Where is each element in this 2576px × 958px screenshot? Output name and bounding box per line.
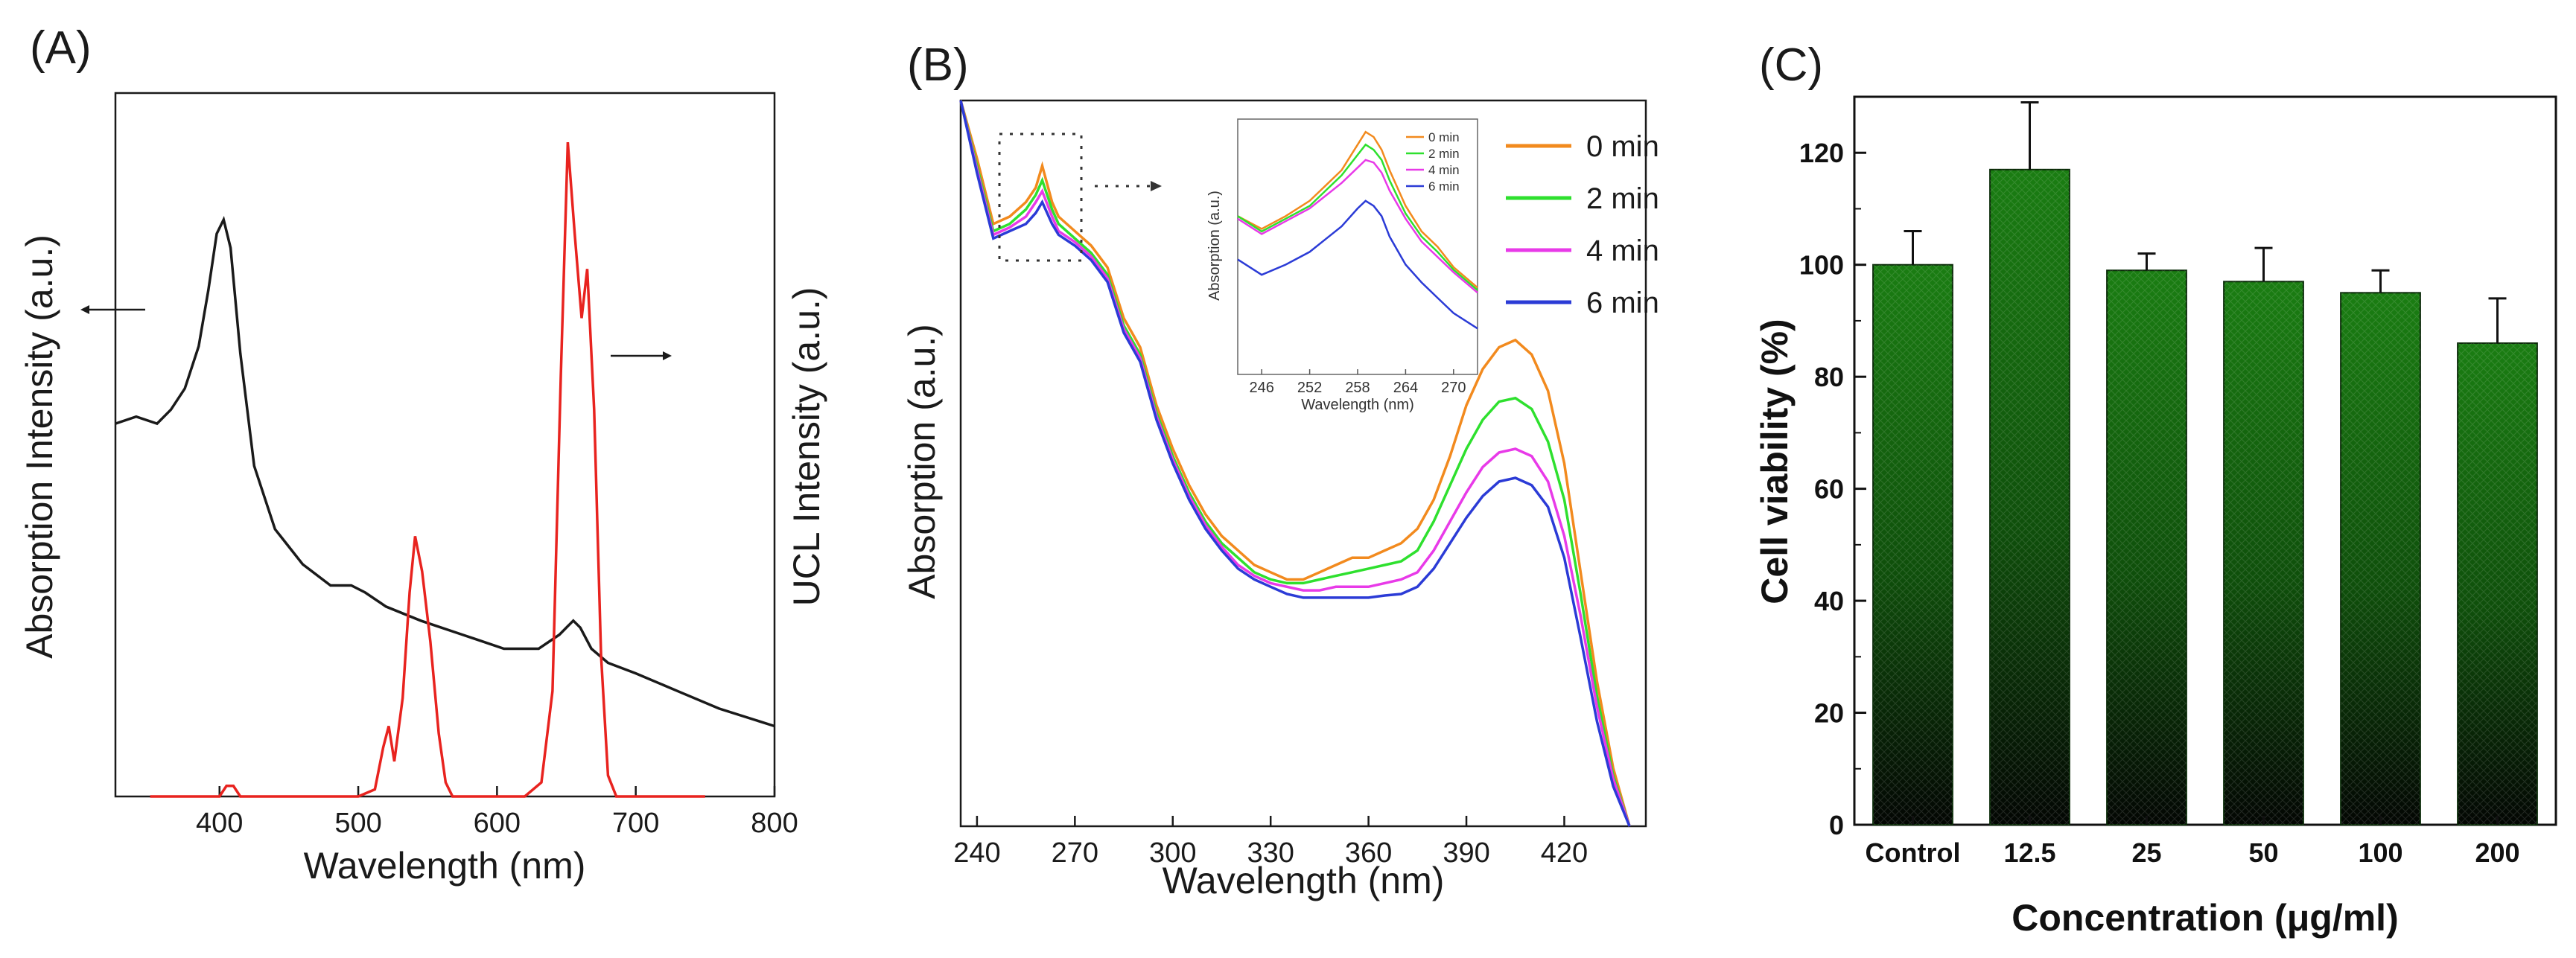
panel-c-y-tick-label: 80: [1814, 362, 1844, 392]
panel-a-plot-frame: [114, 92, 776, 798]
panel-b-x-tick-label: 270: [1052, 837, 1098, 869]
bar-hatch: [2107, 270, 2187, 825]
panel-a-y-axis-title-right: UCL Intensity (a.u.): [786, 287, 827, 607]
panel-b-line-0-min: [959, 100, 1631, 827]
inset-line-2-min: [1237, 143, 1478, 291]
panel-a-x-tick-label: 400: [196, 808, 243, 839]
panel-b-line-4-min: [959, 100, 1631, 827]
panel-a-absorption-line: [115, 216, 775, 728]
inset-x-tick-label: 258: [1345, 380, 1370, 396]
panel-c-x-tick-label: 50: [2248, 837, 2278, 868]
panel-b-x-tick-label: 240: [953, 837, 1000, 869]
panel-b-x-tick-label: 420: [1541, 837, 1588, 869]
panel-c-y-tick-label: 120: [1799, 138, 1844, 168]
panel-b-x-tick-label: 360: [1345, 837, 1392, 869]
bar-hatch: [2224, 281, 2303, 825]
panel-a-x-tick-label: 800: [751, 808, 798, 839]
inset-line-6-min: [1237, 199, 1478, 330]
inset-x-tick-label: 252: [1297, 380, 1322, 396]
panel-b-x-tick-label: 390: [1443, 837, 1489, 869]
panel-c-y-tick-label: 60: [1814, 474, 1844, 505]
panel-a: (A) 400 500 600 700 800 Wavelength (nm) Abso…: [19, 22, 827, 887]
panel-a-x-tick-label: 600: [474, 808, 521, 839]
bar-hatch: [1990, 169, 2070, 826]
inset-x-tick-label: 270: [1441, 380, 1466, 396]
panel-c-y-tick-label: 0: [1829, 810, 1844, 840]
inset-x-axis-title: Wavelength (nm): [1301, 397, 1414, 413]
panel-b-legend: 0 min 2 min 4 min 6 min: [1506, 130, 1659, 319]
panel-c-x-tick-label: 100: [2358, 837, 2402, 868]
panel-b-label: (B): [907, 39, 969, 91]
panel-a-x-tick-label: 700: [612, 808, 659, 839]
panel-b-x-axis-title: Wavelength (nm): [1163, 860, 1445, 901]
panel-c-x-tick-label: 25: [2131, 837, 2161, 868]
right-arrowhead-icon: [663, 351, 672, 360]
panel-c-plot-frame: [1853, 95, 2557, 826]
legend-entry-label: 2 min: [1586, 182, 1659, 215]
panel-b-zoom-arrowhead-icon: [1151, 181, 1162, 191]
inset-legend: 0 min 2 min 4 min 6 min: [1406, 130, 1460, 194]
inset-x-tick-label: 246: [1250, 380, 1274, 396]
panel-b-x-tick-label: 330: [1247, 837, 1294, 869]
panel-a-x-tick-label: 500: [334, 808, 381, 839]
panel-b-x-axis: 240 270 300 330 360 390 420: [953, 816, 1588, 869]
panel-b-inset: 246 252 258 264 270 0 min 2 min 4 min 6 min Wav…: [1206, 118, 1478, 413]
panel-b-x-tick-label: 300: [1149, 837, 1196, 869]
panel-c: (C) 0 20 40 60 80 100 120 Control 12.5 25 50 100 20…: [1754, 39, 2557, 939]
panel-a-label: (A): [30, 22, 92, 74]
panel-a-x-axis: 400 500 600 700 800: [196, 786, 798, 839]
panel-c-x-tick-label: 12.5: [2003, 837, 2055, 868]
legend-entry-label: 6 min: [1586, 287, 1659, 319]
legend-entry-label: 0 min: [1586, 130, 1659, 163]
inset-legend-label: 2 min: [1428, 147, 1460, 161]
inset-x-tick-label: 264: [1393, 380, 1418, 396]
inset-line-0-min: [1237, 130, 1478, 289]
panel-a-ucl-line: [150, 141, 705, 798]
panel-c-x-axis-title: Concentration (μg/ml): [2011, 897, 2398, 939]
panel-b-plot-frame: [959, 99, 1647, 828]
panel-c-x-axis: Control 12.5 25 50 100 200: [1866, 816, 2520, 868]
legend-entry-label: 4 min: [1586, 234, 1659, 267]
bar-hatch: [2458, 343, 2537, 825]
panel-c-y-axis: 0 20 40 60 80 100 120: [1799, 138, 1866, 840]
panel-a-x-axis-title: Wavelength (nm): [304, 845, 586, 887]
panel-b-line-6-min: [959, 100, 1631, 827]
panel-b-line-2-min: [959, 100, 1631, 827]
panel-c-x-tick-label: Control: [1866, 837, 1961, 868]
inset-legend-label: 0 min: [1428, 130, 1460, 144]
panel-c-y-axis-title: Cell viability (%): [1754, 319, 1796, 604]
panel-c-y-tick-label: 40: [1814, 586, 1844, 616]
bar-hatch: [2341, 293, 2420, 825]
panel-a-y-axis-title-left: Absorption Intensity (a.u.): [19, 234, 60, 659]
inset-y-axis-title: Absorption (a.u.): [1206, 191, 1223, 301]
inset-x-axis: 246 252 258 264 270: [1250, 369, 1466, 396]
panel-c-bars: [1872, 101, 2538, 826]
panel-c-y-tick-label: 20: [1814, 698, 1844, 729]
panel-c-x-tick-label: 200: [2475, 837, 2519, 868]
panel-b-series-lines: [959, 100, 1631, 827]
panel-b: (B) 240 270 300 330 360 390 420 0 min 2 min 4 mi…: [901, 39, 1659, 901]
panel-c-y-tick-label: 100: [1799, 250, 1844, 281]
left-arrowhead-icon: [80, 305, 89, 314]
inset-legend-label: 6 min: [1428, 179, 1460, 194]
inset-series-lines: [1237, 130, 1478, 330]
bar-hatch: [1873, 264, 1953, 825]
panel-c-label: (C): [1759, 39, 1823, 91]
inset-line-4-min: [1237, 159, 1478, 294]
panel-b-y-axis-title: Absorption (a.u.): [901, 324, 943, 599]
inset-legend-label: 4 min: [1428, 163, 1460, 177]
